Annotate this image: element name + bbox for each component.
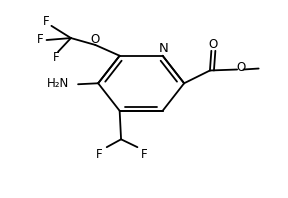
Text: F: F: [37, 32, 43, 46]
Text: N: N: [159, 42, 169, 55]
Text: O: O: [208, 38, 217, 51]
Text: F: F: [43, 15, 50, 28]
Text: F: F: [53, 51, 60, 64]
Text: H₂N: H₂N: [47, 77, 69, 90]
Text: F: F: [96, 148, 103, 161]
Text: O: O: [237, 61, 246, 74]
Text: F: F: [141, 148, 148, 161]
Text: O: O: [91, 33, 100, 46]
